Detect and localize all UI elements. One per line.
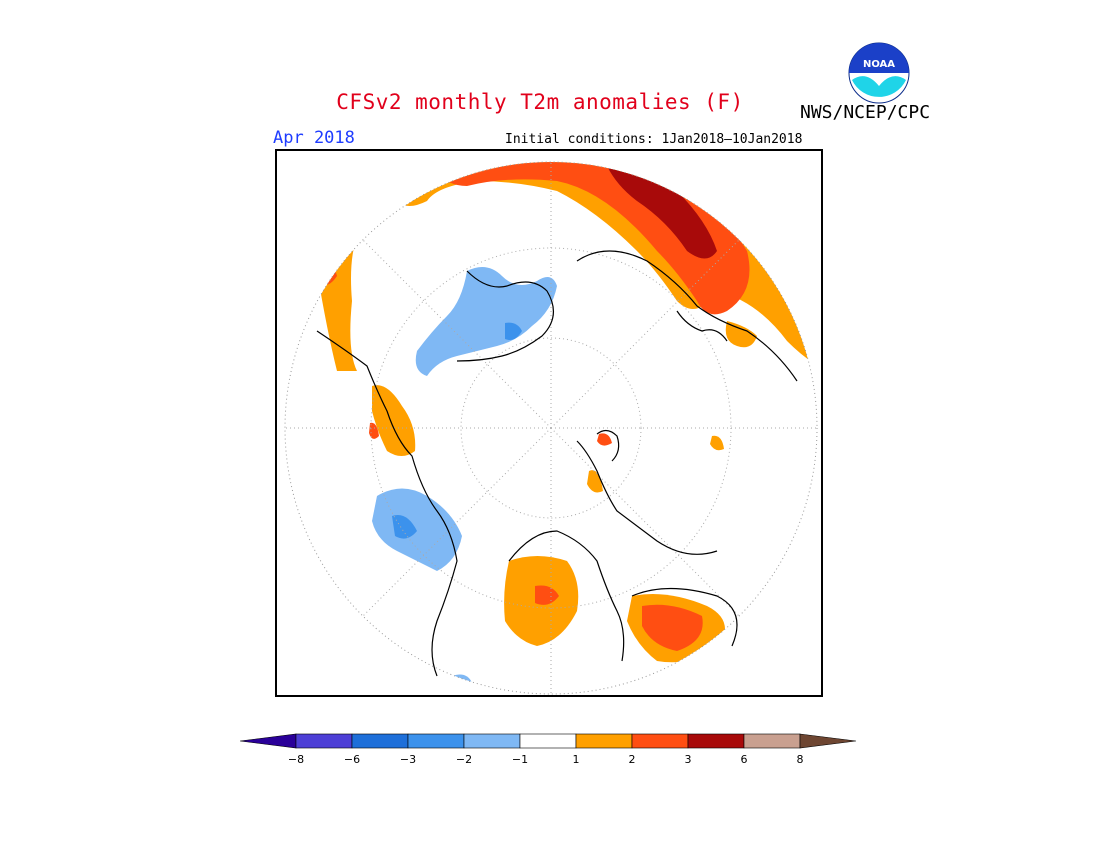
globe-outline — [284, 161, 818, 695]
initial-conditions: Initial conditions: 1Jan2018–10Jan2018 — [505, 132, 803, 147]
colorbar-tick-label: 2 — [628, 753, 636, 766]
warm-south-center-hot — [535, 585, 559, 605]
agency-label: NWS/NCEP/CPC — [800, 102, 931, 123]
colorbar-tick-label: −6 — [343, 753, 361, 766]
colorbar-tick-label: 8 — [796, 753, 804, 766]
warm-southeast-hot — [642, 604, 703, 651]
graticule — [285, 162, 817, 694]
noaa-logo: NOAA — [848, 42, 910, 104]
warm-spot-scandinavia — [587, 470, 603, 493]
anomaly-fields — [317, 162, 817, 686]
warm-east-asia — [725, 321, 757, 348]
colorbar-tick-label: −8 — [287, 753, 305, 766]
colorbar-tick-label: −2 — [455, 753, 473, 766]
colorbar-low-arrow — [240, 733, 297, 749]
noaa-logo-text: NOAA — [863, 59, 895, 70]
cool-southwest-core — [392, 515, 417, 539]
colorbar-high-arrow — [799, 733, 857, 749]
colorbar-cell — [463, 733, 521, 749]
cool-arctic — [415, 267, 557, 376]
colorbar-cell — [743, 733, 801, 749]
polar-map — [275, 149, 823, 697]
cool-southwest — [372, 488, 462, 571]
coastlines — [316, 250, 798, 677]
valid-month: Apr 2018 — [273, 128, 355, 148]
cool-spot-south — [449, 674, 472, 686]
colorbar-tick-label: 1 — [572, 753, 580, 766]
warm-band-north-peak — [607, 165, 717, 259]
colorbar-cell — [519, 733, 577, 749]
colorbar — [240, 733, 857, 749]
warm-west-coast-hot — [369, 422, 379, 439]
colorbar-cell — [687, 733, 745, 749]
warm-spot-east — [710, 435, 724, 451]
colorbar-cell — [407, 733, 465, 749]
map-title: CFSv2 monthly T2m anomalies (F) — [336, 90, 744, 114]
warm-west-coast — [372, 385, 416, 456]
colorbar-tick-label: −3 — [399, 753, 417, 766]
colorbar-tick-label: −1 — [511, 753, 529, 766]
colorbar-cell — [575, 733, 633, 749]
colorbar-tick-label: 6 — [740, 753, 748, 766]
colorbar-cell — [295, 733, 353, 749]
cool-arctic-core — [505, 322, 522, 340]
colorbar-cell — [351, 733, 409, 749]
warm-spot-center — [597, 433, 612, 446]
colorbar-cell — [631, 733, 689, 749]
colorbar-tick-label: 3 — [684, 753, 692, 766]
polar-map-canvas — [284, 161, 818, 695]
